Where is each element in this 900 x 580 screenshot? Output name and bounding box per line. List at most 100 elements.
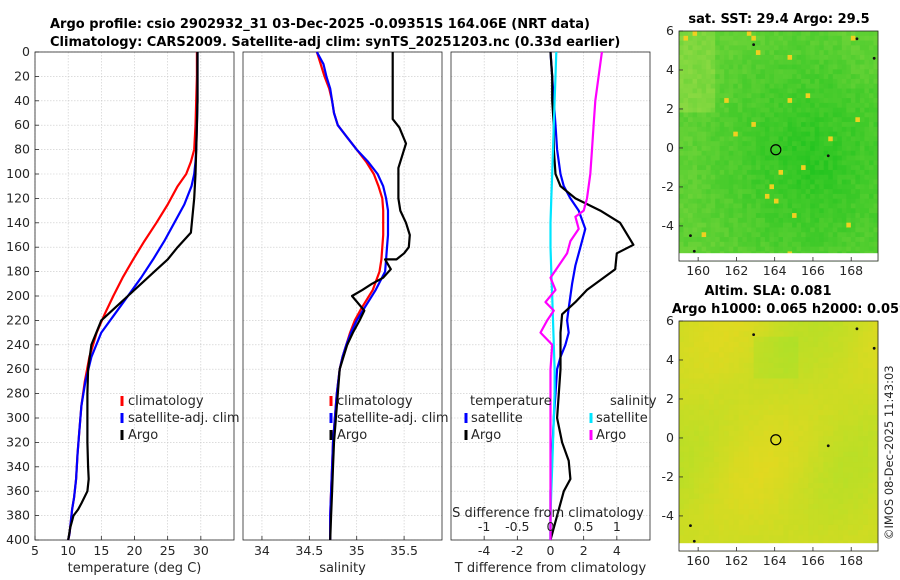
map-cell <box>748 519 755 526</box>
map-cell <box>832 117 838 123</box>
map-cell <box>738 503 745 510</box>
map-cell <box>837 150 843 156</box>
map-cell <box>728 388 735 395</box>
map-cell <box>746 174 752 180</box>
map-cell <box>828 98 834 104</box>
map-cell <box>832 146 838 152</box>
map-cell <box>760 54 766 61</box>
map-cell <box>701 174 707 180</box>
map-cell <box>733 126 739 133</box>
map-cell <box>828 352 834 358</box>
map-cell <box>813 388 819 395</box>
map-cell <box>868 373 874 379</box>
map-cell <box>715 126 721 133</box>
map-cell <box>803 456 809 463</box>
map-cell <box>848 378 854 385</box>
map-cell <box>679 514 685 521</box>
map-cell <box>751 241 757 248</box>
map-cell <box>843 524 849 531</box>
map-cell <box>858 524 864 531</box>
map-cell <box>823 399 829 406</box>
map-cell <box>850 184 856 190</box>
map-cell <box>697 107 703 113</box>
map-cell <box>764 64 770 70</box>
map-cell <box>783 530 789 536</box>
map-cell <box>787 213 793 219</box>
map-cell <box>810 213 816 219</box>
map-cell <box>706 45 712 51</box>
map-cell <box>828 404 834 411</box>
map-cell <box>746 117 752 123</box>
map-cell <box>728 362 735 369</box>
map-cell <box>764 146 770 152</box>
map-cell <box>833 331 839 338</box>
map-cell <box>738 436 745 442</box>
map-cell <box>724 208 730 214</box>
map-cell <box>679 477 685 484</box>
map-cell <box>698 456 705 463</box>
map-cell <box>783 179 788 185</box>
map-cell <box>819 198 825 204</box>
map-cell <box>692 193 698 200</box>
map-cell <box>738 462 745 468</box>
map-cell <box>783 425 789 432</box>
map-cell <box>864 50 870 56</box>
map-cell <box>708 467 715 473</box>
map-cell <box>873 54 879 61</box>
map-cell <box>828 347 834 353</box>
map-cell <box>788 519 794 526</box>
map-cell <box>738 321 745 327</box>
map-cell <box>810 160 816 166</box>
map-cell <box>773 208 779 214</box>
map-cell <box>846 169 852 176</box>
map-cell <box>850 174 856 180</box>
map-cell <box>841 40 847 46</box>
main-title-line1: Argo profile: csio 2902932_31 03-Dec-202… <box>50 17 590 32</box>
map-cell <box>823 174 829 180</box>
map-cell <box>803 341 809 348</box>
map-cell <box>823 394 829 400</box>
map-cell <box>742 64 748 70</box>
map-cell <box>724 31 730 37</box>
map-no-data-strip <box>679 543 878 551</box>
map-cell <box>850 213 856 219</box>
map-cell <box>792 45 797 51</box>
map-cell <box>813 446 819 453</box>
map-cell <box>798 514 804 521</box>
map-cell <box>833 472 839 479</box>
map-cell <box>753 451 760 458</box>
x-axis-label: T difference from climatology <box>454 561 647 576</box>
map-cell <box>832 122 838 128</box>
map-cell <box>823 514 829 521</box>
map-cell <box>679 155 684 161</box>
map-cell <box>853 509 859 515</box>
map-cell <box>828 107 834 113</box>
map-cell <box>814 241 820 248</box>
map-cell <box>814 93 820 99</box>
map-cell <box>833 341 839 348</box>
map-cell <box>748 362 755 369</box>
map-cell <box>787 241 793 248</box>
map-cell <box>697 93 703 99</box>
map-cell <box>855 54 861 61</box>
map-cell <box>828 399 834 406</box>
map-cell <box>813 362 819 369</box>
map-cell <box>755 107 761 113</box>
map-cell <box>679 126 684 133</box>
map-cell <box>863 399 869 406</box>
map-cell <box>810 50 816 56</box>
map-cell <box>708 483 715 489</box>
map-cell <box>688 102 693 109</box>
map-cell <box>783 83 788 89</box>
map-cell <box>688 83 693 89</box>
map-cell <box>848 535 854 541</box>
map-cell <box>859 31 865 37</box>
map-cell <box>823 126 829 133</box>
map-cell <box>787 117 793 123</box>
map-cell <box>715 179 721 185</box>
map-cell <box>773 352 779 358</box>
map-cell <box>841 83 847 89</box>
map-cell <box>805 78 811 85</box>
map-cell <box>751 174 757 180</box>
map-cell <box>755 50 761 56</box>
